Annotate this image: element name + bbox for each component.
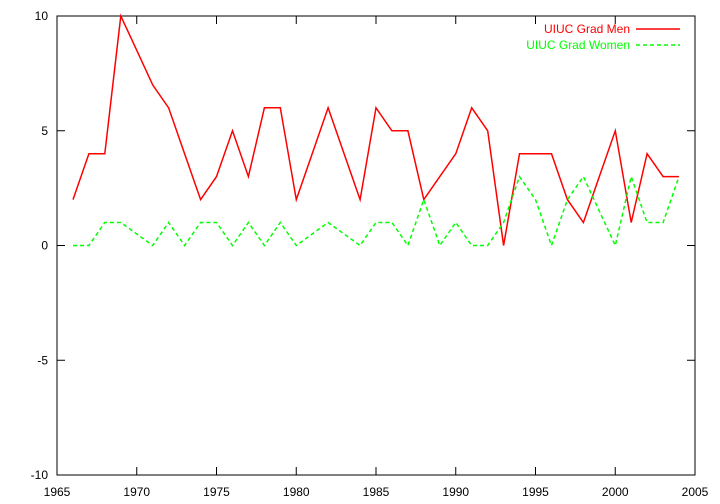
x-tick-label: 1970 <box>123 485 150 499</box>
x-tick-label: 1985 <box>363 485 390 499</box>
x-tick-label: 2000 <box>602 485 629 499</box>
legend-label: UIUC Grad Men <box>544 22 630 36</box>
y-tick-label: 0 <box>41 239 48 253</box>
series-lines <box>72 13 680 248</box>
x-tick-label: 1975 <box>203 485 230 499</box>
x-axis-ticks: 1965 1970 1975 1980 1985 1990 1995 2000 2005 <box>44 16 709 499</box>
y-axis-ticks: -10 -5 0 5 10 <box>31 9 695 482</box>
x-tick-label: 1965 <box>44 485 71 499</box>
x-tick-label: 1980 <box>283 485 310 499</box>
y-tick-label: -10 <box>31 468 49 482</box>
x-tick-label: 1995 <box>522 485 549 499</box>
series-line-grad-women <box>73 173 680 248</box>
y-tick-label: 5 <box>41 124 48 138</box>
series-line-grad-men <box>72 13 679 246</box>
y-tick-label: -5 <box>37 353 48 367</box>
y-tick-label: 10 <box>35 9 49 23</box>
x-tick-label: 2005 <box>682 485 709 499</box>
x-tick-label: 1990 <box>442 485 469 499</box>
legend-label: UIUC Grad Women <box>526 38 630 52</box>
legend: UIUC Grad Men UIUC Grad Women <box>526 22 680 52</box>
